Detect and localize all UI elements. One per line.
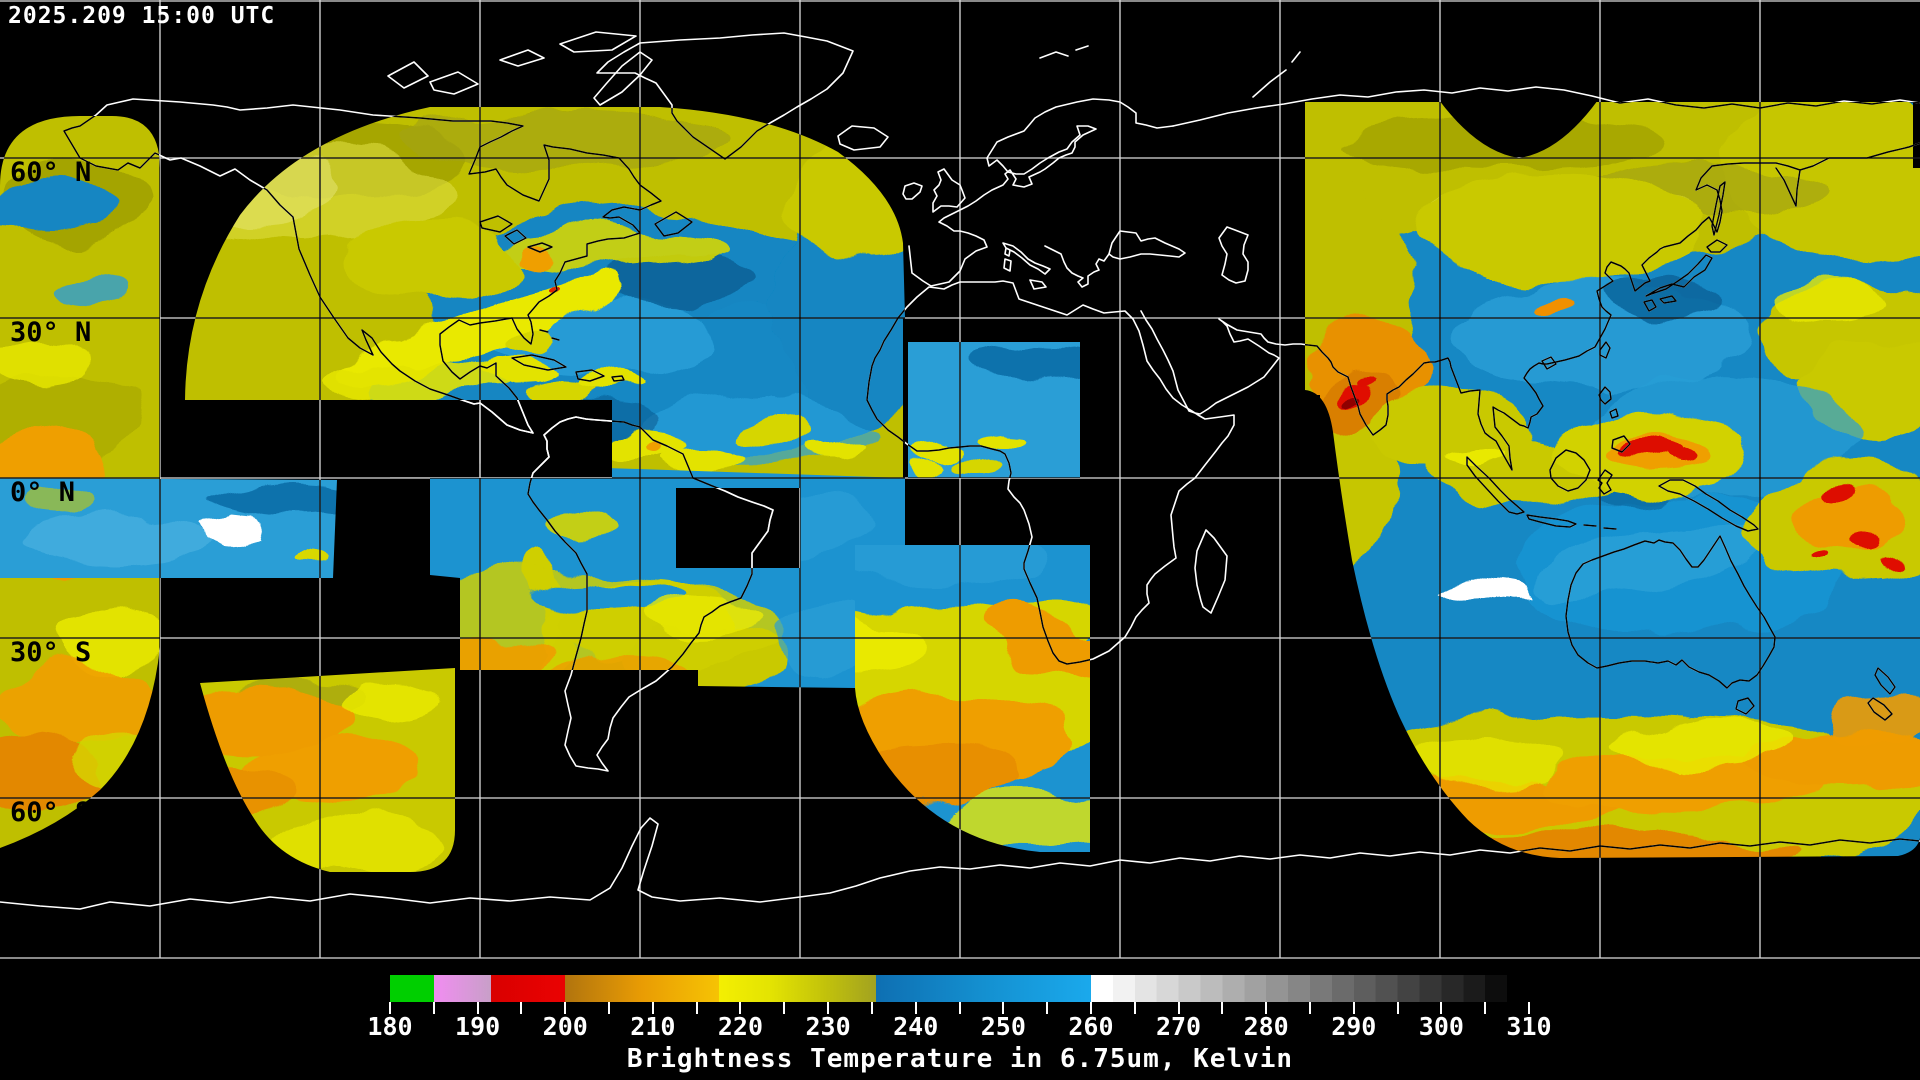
latitude-label-30n: 30° N bbox=[10, 317, 91, 348]
cold-cloud-blob bbox=[200, 515, 267, 551]
latitude-label-60s: 60° S bbox=[10, 797, 91, 828]
latitude-labels: 60° N 30° N 0° N 30° S 60° S bbox=[10, 157, 91, 828]
latitude-label-0n: 0° N bbox=[10, 477, 75, 508]
footprint-southpacific-block bbox=[200, 668, 455, 872]
timestamp: 2025.209 15:00 UTC bbox=[8, 3, 276, 29]
footprint-west-equator-band bbox=[0, 478, 337, 578]
latitude-label-60n: 60° N bbox=[10, 157, 91, 188]
latitude-label-30s: 30° S bbox=[10, 637, 91, 668]
cold-cloud-lens bbox=[1432, 584, 1540, 609]
footprint-atlantic-patch bbox=[908, 342, 1080, 478]
